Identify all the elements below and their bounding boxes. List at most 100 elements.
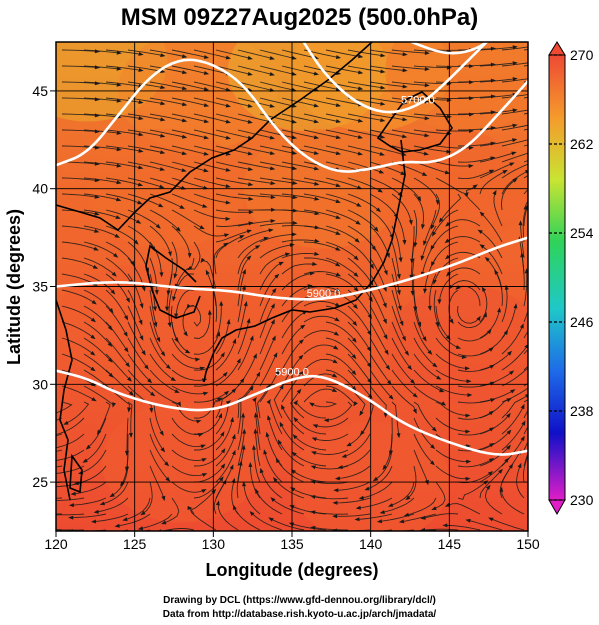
streamline: [303, 129, 339, 138]
streamline-arrow: [488, 347, 494, 352]
streamline: [243, 484, 261, 515]
streamline: [83, 161, 119, 167]
streamline: [256, 490, 283, 515]
streamline-arrow: [269, 56, 275, 60]
streamline: [303, 388, 335, 403]
streamline-arrow: [313, 135, 320, 140]
streamline: [149, 369, 178, 393]
streamline-arrow: [465, 413, 471, 418]
streamline: [450, 280, 481, 291]
streamline-arrow: [402, 239, 407, 245]
streamline: [391, 177, 420, 200]
streamline: [140, 513, 173, 530]
streamline: [411, 257, 415, 293]
streamline-arrow: [335, 199, 341, 203]
streamline-arrow: [138, 68, 144, 72]
streamline: [523, 408, 528, 419]
streamline-arrow: [444, 170, 451, 175]
streamline-arrow: [90, 351, 96, 356]
streamline-arrow: [479, 244, 485, 249]
streamline-arrow: [333, 345, 339, 350]
streamline: [281, 285, 310, 307]
streamline: [501, 152, 528, 163]
streamline-arrow: [543, 182, 548, 186]
streamline: [215, 222, 251, 227]
streamline: [457, 314, 486, 329]
streamline: [149, 241, 163, 275]
streamline-arrow: [281, 404, 285, 410]
streamline-arrow: [231, 449, 236, 456]
streamline: [254, 431, 261, 467]
streamline: [127, 129, 163, 137]
streamline: [127, 209, 159, 228]
streamline: [215, 230, 250, 243]
streamline-arrow: [172, 296, 176, 302]
streamline: [423, 528, 459, 531]
streamline-arrow: [215, 500, 220, 506]
streamline: [406, 497, 437, 516]
streamline: [259, 337, 275, 371]
streamline-arrow: [437, 299, 442, 305]
streamline: [149, 305, 160, 340]
streamline: [501, 179, 516, 211]
streamline: [313, 527, 348, 531]
streamline-arrow: [534, 107, 539, 111]
streamline: [237, 49, 273, 59]
streamline-arrow: [116, 197, 122, 202]
streamline: [433, 209, 459, 235]
streamline-arrow: [160, 85, 166, 90]
streamline-arrow: [534, 122, 539, 126]
streamline: [291, 523, 327, 531]
streamline-arrow: [205, 269, 210, 275]
streamline-arrow: [376, 207, 381, 213]
streamline: [193, 450, 225, 467]
streamline-arrow: [120, 481, 125, 487]
streamline: [369, 305, 387, 338]
streamline: [325, 97, 361, 106]
streamline: [369, 289, 386, 322]
streamline: [361, 481, 393, 499]
streamline-arrow: [333, 488, 339, 493]
streamline: [171, 353, 203, 369]
streamline: [215, 340, 236, 371]
streamline: [168, 289, 173, 325]
streamline-arrow: [465, 477, 471, 481]
streamline-arrow: [181, 118, 188, 123]
streamline: [215, 303, 222, 339]
streamline-arrow: [220, 463, 226, 469]
streamline-arrow: [292, 181, 298, 185]
streamline: [237, 177, 273, 184]
streamline-arrow: [396, 273, 401, 280]
streamline: [413, 337, 436, 366]
streamline: [142, 481, 153, 514]
streamline-arrow: [174, 313, 179, 319]
streamline-arrow: [141, 350, 146, 356]
streamline: [193, 65, 229, 75]
streamline: [391, 49, 427, 54]
streamline: [413, 113, 449, 118]
streamline-arrow: [254, 412, 258, 418]
streamline-arrow: [387, 380, 392, 386]
streamline: [149, 449, 169, 480]
streamline-arrow: [200, 444, 206, 449]
streamline: [171, 417, 201, 436]
streamline: [273, 386, 283, 419]
streamline-arrow: [231, 388, 237, 394]
streamline-arrow: [168, 251, 172, 257]
streamline-arrow: [494, 269, 499, 275]
streamline: [268, 401, 283, 435]
streamline-arrow: [314, 251, 320, 256]
streamline: [281, 340, 303, 371]
streamline: [61, 257, 96, 269]
streamline: [237, 257, 250, 291]
streamline-arrow: [534, 136, 539, 140]
streamline: [369, 225, 389, 256]
streamline: [479, 139, 515, 147]
streamline-arrow: [512, 123, 518, 128]
streamline: [347, 193, 380, 211]
streamline: [171, 97, 207, 106]
streamline: [215, 129, 251, 139]
streamline-arrow: [356, 202, 362, 207]
streamline-arrow: [133, 239, 139, 245]
streamline-arrow: [285, 252, 291, 257]
